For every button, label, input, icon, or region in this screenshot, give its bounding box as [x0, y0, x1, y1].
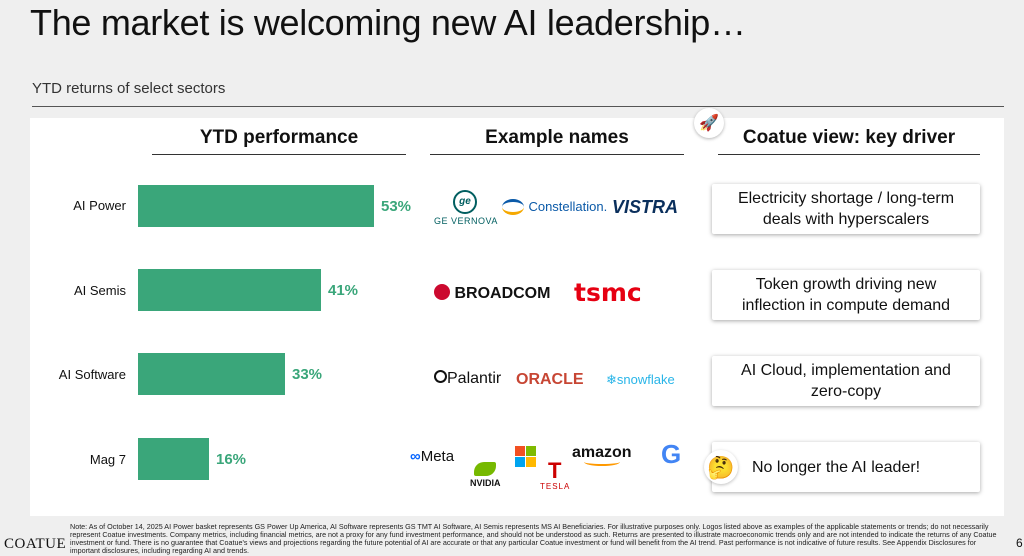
- microsoft-logo: [515, 446, 537, 468]
- tesla-wordmark: TESLA: [540, 482, 571, 491]
- broadcom-wordmark: BROADCOM: [454, 285, 551, 302]
- broadcom-logo: BROADCOM: [434, 284, 550, 303]
- constellation-swoosh-icon: [502, 198, 524, 215]
- snowflake-wordmark: snowflake: [616, 372, 675, 387]
- tsmc-logo: tsmc: [574, 278, 642, 307]
- amazon-smile-icon: [583, 458, 620, 466]
- column-header-view: Coatue view: key driver: [742, 127, 956, 148]
- broadcom-icon: [434, 284, 450, 300]
- oracle-logo: ORACLE: [516, 371, 584, 388]
- key-driver-card: 🤔 No longer the AI leader!: [704, 442, 980, 492]
- snowflake-logo: ❄snowflake: [606, 372, 675, 388]
- bar-value-label: 41%: [328, 282, 359, 299]
- key-driver-text: Electricity shortage / long-term deals w…: [737, 190, 955, 228]
- amazon-logo: amazon: [572, 444, 632, 466]
- column-divider: [718, 154, 980, 155]
- meta-infinity-icon: ∞: [410, 448, 421, 465]
- page-subtitle: YTD returns of select sectors: [32, 80, 226, 97]
- column-header-names: Example names: [485, 127, 629, 148]
- amazon-wordmark: amazon: [572, 444, 632, 461]
- tesla-logo: T TESLA: [540, 458, 571, 492]
- microsoft-square-icon: [515, 446, 525, 456]
- page-title: The market is welcoming new AI leadershi…: [30, 2, 746, 43]
- key-driver-text: No longer the AI leader!: [752, 458, 921, 476]
- microsoft-square-icon: [526, 457, 536, 467]
- meta-logo: ∞Meta: [410, 448, 454, 465]
- bar-ai-software: [138, 353, 285, 395]
- tesla-t-icon: T: [547, 458, 563, 483]
- palantir-wordmark: Palantir: [447, 370, 502, 387]
- row-label-ai-software: AI Software: [58, 367, 126, 382]
- constellation-logo: Constellation.: [502, 198, 607, 216]
- bar-ai-power: [138, 185, 374, 227]
- coatue-brand: COATUE: [4, 536, 67, 552]
- constellation-wordmark: Constellation.: [528, 199, 608, 214]
- bar-ai-semis: [138, 269, 321, 311]
- ge-vernova-wordmark: GE VERNOVA: [434, 216, 498, 226]
- key-driver-card: AI Cloud, implementation and zero-copy: [712, 356, 980, 406]
- bar-value-label: 53%: [381, 198, 412, 215]
- key-driver-card: Electricity shortage / long-term deals w…: [712, 184, 980, 234]
- microsoft-square-icon: [526, 446, 536, 456]
- ge-monogram-icon: ge: [453, 190, 477, 214]
- column-divider: [152, 154, 406, 155]
- page-number: 6: [1016, 536, 1023, 550]
- thinking-face-icon: 🤔: [704, 450, 738, 484]
- title-divider: [32, 106, 1004, 107]
- bar-value-label: 33%: [292, 366, 323, 383]
- microsoft-square-icon: [515, 457, 525, 467]
- key-driver-text: Token growth driving new inflection in c…: [741, 276, 951, 314]
- rocket-icon: 🚀: [694, 108, 724, 138]
- nvidia-eye-icon: [474, 462, 497, 476]
- column-header-performance: YTD performance: [199, 127, 359, 148]
- snowflake-icon: ❄: [606, 372, 617, 387]
- key-driver-text: AI Cloud, implementation and zero-copy: [741, 362, 951, 400]
- google-logo: G: [661, 439, 682, 469]
- bar-mag-7: [138, 438, 209, 480]
- ge-vernova-logo: ge GE VERNOVA: [434, 190, 498, 226]
- nvidia-logo: NVIDIA: [470, 462, 501, 488]
- palantir-icon: [434, 370, 447, 383]
- row-label-mag-7: Mag 7: [89, 452, 126, 467]
- bar-value-label: 16%: [216, 451, 247, 468]
- column-divider: [430, 154, 684, 155]
- meta-wordmark: Meta: [420, 448, 455, 465]
- palantir-logo: Palantir: [434, 370, 501, 388]
- vistra-logo: VISTRA: [612, 197, 679, 217]
- key-driver-card: Token growth driving new inflection in c…: [712, 270, 980, 320]
- row-label-ai-semis: AI Semis: [73, 283, 126, 298]
- footnote: Note: As of October 14, 2025 AI Power ba…: [70, 523, 997, 555]
- nvidia-wordmark: NVIDIA: [470, 478, 501, 488]
- row-label-ai-power: AI Power: [73, 198, 126, 213]
